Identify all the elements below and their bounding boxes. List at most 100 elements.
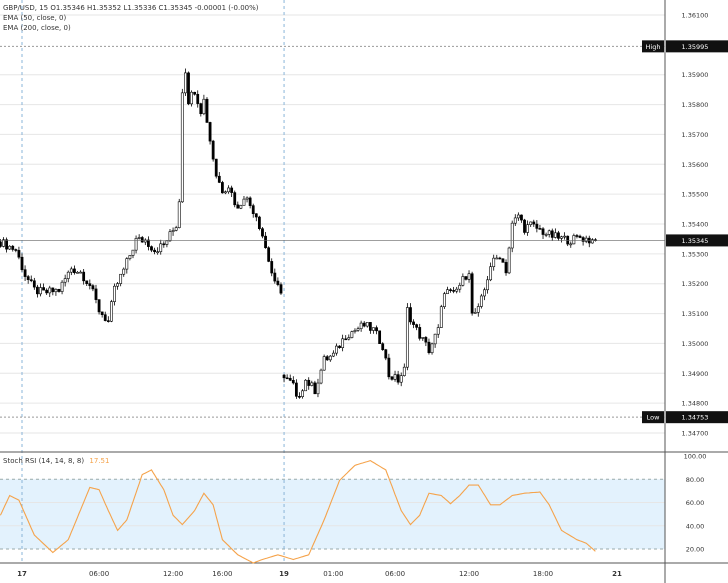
- candle-body: [442, 293, 446, 308]
- candle-body: [143, 239, 147, 243]
- candle-body: [79, 271, 82, 274]
- candle-body: [254, 213, 258, 218]
- candle-body: [529, 221, 533, 226]
- candle-body: [122, 268, 126, 275]
- candle-body: [458, 284, 462, 290]
- rsi-title[interactable]: Stoch RSI (14, 14, 8, 8): [3, 457, 85, 465]
- candle-body: [304, 379, 308, 392]
- price-tick-label: 1.36100: [682, 12, 709, 20]
- rsi-tick-label: 60.00: [686, 499, 705, 507]
- candle-body: [177, 201, 181, 228]
- candle-body: [415, 324, 419, 328]
- candle-body: [282, 374, 286, 379]
- candle-body: [54, 288, 58, 293]
- candle-body: [128, 255, 132, 259]
- candle-body: [48, 287, 52, 294]
- candle-body: [335, 345, 338, 354]
- candle-body: [578, 235, 582, 238]
- candle-body: [110, 301, 113, 322]
- candle-body: [399, 375, 403, 383]
- candle-body: [316, 382, 320, 395]
- candle-body: [489, 266, 493, 281]
- rsi-tick-label: 20.00: [686, 546, 705, 554]
- candle-body: [2, 239, 5, 247]
- price-tick-label: 1.35500: [682, 191, 709, 199]
- candle-body: [566, 235, 570, 245]
- price-tick-label: 1.35200: [682, 280, 709, 288]
- candle-body: [150, 246, 153, 251]
- candle-body: [535, 223, 539, 229]
- stoch-rsi-line: [0, 459, 596, 564]
- price-marker-label: High: [646, 43, 661, 51]
- candle-body: [430, 343, 434, 354]
- rsi-band: [0, 479, 665, 549]
- price-marker-tag: [642, 411, 664, 424]
- candle-body: [239, 205, 243, 209]
- candle-body: [174, 227, 178, 231]
- time-tick-label: 17: [17, 570, 27, 578]
- candle-body: [32, 280, 36, 288]
- candle-body: [338, 345, 341, 348]
- price-tick-label: 1.35900: [682, 71, 709, 79]
- candle-body: [106, 320, 110, 322]
- candle-body: [45, 289, 49, 294]
- time-tick-label: 21: [612, 570, 622, 578]
- ema200-label[interactable]: EMA (200, close, 0): [3, 24, 71, 32]
- time-tick-label: 06:00: [89, 570, 109, 578]
- ema50-label[interactable]: EMA (50, close, 0): [3, 14, 67, 22]
- candle-body: [341, 338, 345, 348]
- time-tick-label: 19: [279, 570, 289, 578]
- candle-body: [418, 327, 422, 339]
- candle-body: [322, 356, 326, 371]
- candle-body: [473, 312, 477, 314]
- price-marker-value-bg: [666, 40, 728, 53]
- candle-body: [183, 72, 187, 94]
- candle-body: [479, 295, 483, 307]
- candle-body: [125, 258, 129, 270]
- candle-body: [69, 268, 73, 273]
- candle-body: [147, 239, 150, 247]
- candle-body: [467, 273, 471, 280]
- candle-body: [0, 241, 2, 247]
- candle-body: [563, 235, 567, 238]
- candle-body: [433, 333, 437, 345]
- candle-body: [208, 122, 212, 142]
- candle-body: [91, 285, 95, 290]
- candle-body: [504, 262, 508, 274]
- candle-body: [23, 269, 27, 277]
- candle-body: [396, 374, 400, 383]
- candle-body: [372, 327, 375, 331]
- candle-body: [347, 337, 351, 340]
- candle-body: [495, 257, 499, 260]
- candle-body: [365, 322, 369, 327]
- candle-body: [532, 221, 536, 225]
- candle-body: [251, 205, 255, 215]
- price-tick-label: 1.35600: [682, 161, 709, 169]
- candle-body: [387, 357, 391, 378]
- price-marker-value: 1.35995: [682, 43, 709, 51]
- price-tick-label: 1.35000: [682, 340, 709, 348]
- candle-body: [483, 289, 486, 297]
- candle-body: [513, 217, 517, 224]
- candle-body: [131, 249, 135, 256]
- time-tick-label: 12:00: [459, 570, 479, 578]
- candle-body: [202, 98, 206, 115]
- price-marker-value-bg: [666, 411, 728, 424]
- candle-body: [436, 327, 440, 335]
- candle-body: [476, 306, 480, 313]
- price-tick-label: 1.35100: [682, 310, 709, 318]
- candle-body: [510, 222, 514, 249]
- candle-body: [190, 91, 193, 105]
- candle-body: [544, 234, 548, 236]
- candle-body: [193, 91, 197, 95]
- candle-body: [353, 330, 357, 332]
- candle-body: [381, 343, 385, 350]
- candle-body: [331, 352, 335, 357]
- candle-body: [424, 337, 428, 343]
- candle-body: [452, 290, 456, 292]
- candle-body: [257, 216, 261, 229]
- candle-body: [307, 379, 311, 386]
- candle-body: [94, 288, 98, 300]
- candle-body: [375, 327, 378, 332]
